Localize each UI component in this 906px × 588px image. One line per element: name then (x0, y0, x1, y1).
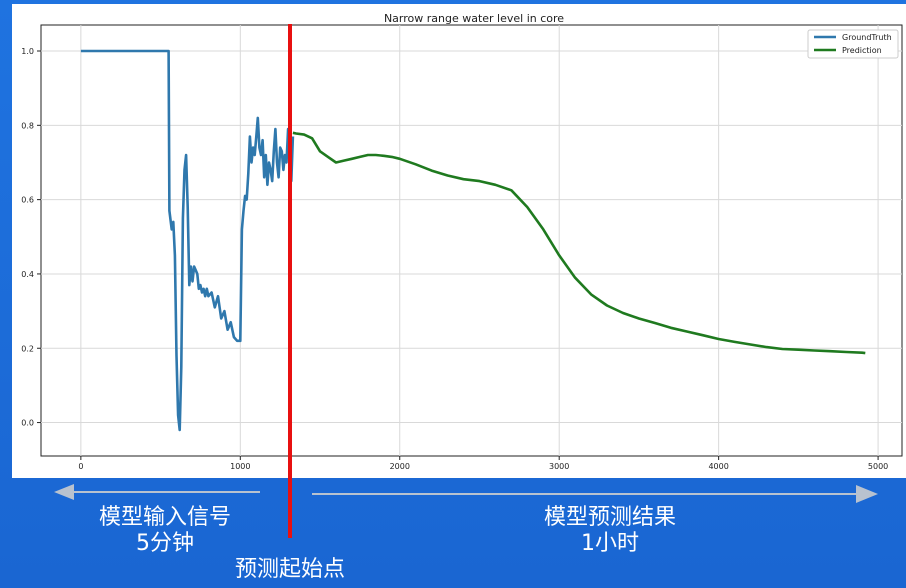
prediction-label-duration: 1小时 (581, 531, 639, 556)
x-axis-ticks: 0 1000 2000 3000 4000 5000 (78, 456, 888, 471)
y-axis-ticks: 0.0 0.2 0.4 0.6 0.8 1.0 (21, 47, 41, 428)
y-tick-label: 0.2 (21, 344, 34, 353)
y-tick-label: 0.6 (21, 196, 34, 205)
legend-label-prediction: Prediction (842, 46, 882, 55)
series-layer (80, 49, 866, 432)
y-tick-label: 0.8 (21, 121, 34, 130)
x-tick-label: 5000 (868, 462, 888, 471)
prediction-label: 模型预测结果 1小时 (500, 505, 720, 557)
prediction-arrow-head (856, 485, 878, 503)
plot-frame (40, 24, 903, 457)
x-tick-label: 1000 (230, 462, 250, 471)
input-arrow-head (54, 484, 74, 500)
input-label-title: 模型输入信号 (98, 505, 231, 530)
input-label: 模型输入信号 5分钟 (60, 505, 270, 557)
x-tick-label: 4000 (708, 462, 728, 471)
chart-background (12, 4, 906, 478)
prediction-line (292, 131, 866, 355)
input-label-duration: 5分钟 (136, 531, 194, 556)
prediction-arrow (312, 485, 878, 503)
x-tick-label: 3000 (549, 462, 569, 471)
chart-panel: Narrow range water level in core 0.00.20… (12, 4, 906, 478)
y-tick-label: 1.0 (21, 47, 34, 56)
x-tick-label: 0 (78, 462, 83, 471)
prediction-label-title: 模型预测结果 (543, 505, 676, 530)
y-tick-label: 0.0 (21, 419, 34, 428)
prediction-start-label: 预测起始点 (234, 557, 345, 582)
legend: GroundTruth Prediction (807, 29, 899, 59)
legend-label-ground-truth: GroundTruth (842, 33, 892, 42)
y-tick-label: 0.4 (21, 270, 34, 279)
x-tick-label: 2000 (390, 462, 410, 471)
ground-truth-line (80, 49, 295, 432)
chart-title: Narrow range water level in core (384, 12, 564, 25)
input-arrow (54, 484, 260, 500)
